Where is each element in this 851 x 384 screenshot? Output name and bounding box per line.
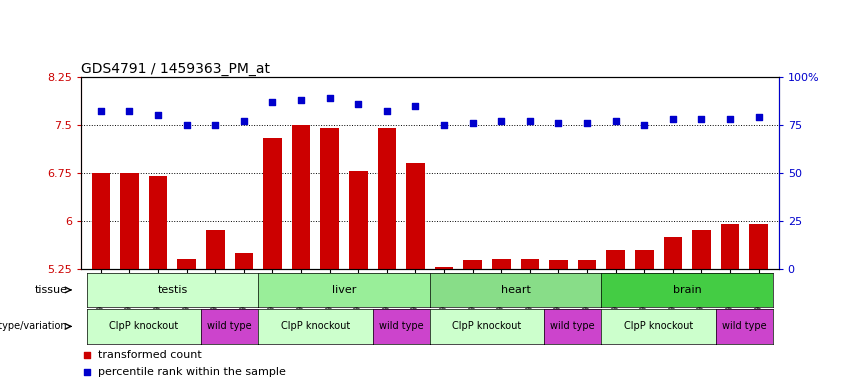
Point <box>608 118 622 124</box>
Bar <box>750 224 768 269</box>
Bar <box>521 259 540 269</box>
Point <box>323 95 336 101</box>
Bar <box>549 260 568 269</box>
Bar <box>406 163 425 269</box>
Point <box>208 122 222 128</box>
Point <box>123 108 136 114</box>
Bar <box>692 230 711 269</box>
Bar <box>578 260 597 269</box>
Bar <box>607 250 625 269</box>
Text: transformed count: transformed count <box>98 350 202 360</box>
Text: heart: heart <box>500 285 530 295</box>
Bar <box>435 267 454 269</box>
Point <box>551 120 565 126</box>
Point <box>294 97 308 103</box>
Text: liver: liver <box>332 285 357 295</box>
Text: ClpP knockout: ClpP knockout <box>109 321 179 331</box>
Bar <box>320 128 339 269</box>
Point <box>666 116 680 122</box>
Text: brain: brain <box>673 285 701 295</box>
Point <box>494 118 508 124</box>
Point <box>751 114 765 120</box>
Point <box>523 118 537 124</box>
Point <box>237 118 251 124</box>
Bar <box>206 230 225 269</box>
Point <box>580 120 594 126</box>
Point <box>151 112 165 118</box>
Bar <box>92 173 110 269</box>
Bar <box>292 125 311 269</box>
Bar <box>492 259 511 269</box>
Point <box>465 120 479 126</box>
Text: ClpP knockout: ClpP knockout <box>624 321 694 331</box>
Text: wild type: wild type <box>379 321 424 331</box>
Text: wild type: wild type <box>208 321 252 331</box>
Bar <box>349 171 368 269</box>
Bar <box>463 260 482 269</box>
Point <box>180 122 193 128</box>
Text: tissue: tissue <box>34 285 67 295</box>
Text: ClpP knockout: ClpP knockout <box>281 321 350 331</box>
Point <box>694 116 708 122</box>
Text: percentile rank within the sample: percentile rank within the sample <box>98 366 286 377</box>
Point <box>80 369 94 375</box>
Text: wild type: wild type <box>551 321 595 331</box>
Point <box>351 101 365 107</box>
Bar <box>263 137 282 269</box>
Point <box>94 108 108 114</box>
Text: testis: testis <box>157 285 187 295</box>
Point <box>437 122 451 128</box>
Bar <box>120 173 139 269</box>
Point <box>637 122 651 128</box>
Bar <box>664 237 683 269</box>
Point <box>408 103 422 109</box>
Point <box>80 352 94 358</box>
Text: wild type: wild type <box>722 321 767 331</box>
Text: ClpP knockout: ClpP knockout <box>453 321 522 331</box>
Point <box>380 108 394 114</box>
Bar <box>721 224 740 269</box>
Text: GDS4791 / 1459363_PM_at: GDS4791 / 1459363_PM_at <box>81 62 270 76</box>
Point <box>266 99 279 105</box>
Bar <box>149 176 168 269</box>
Text: genotype/variation: genotype/variation <box>0 321 67 331</box>
Bar <box>378 128 397 269</box>
Bar <box>635 250 654 269</box>
Point <box>723 116 737 122</box>
Bar <box>235 253 253 269</box>
Bar <box>177 259 196 269</box>
